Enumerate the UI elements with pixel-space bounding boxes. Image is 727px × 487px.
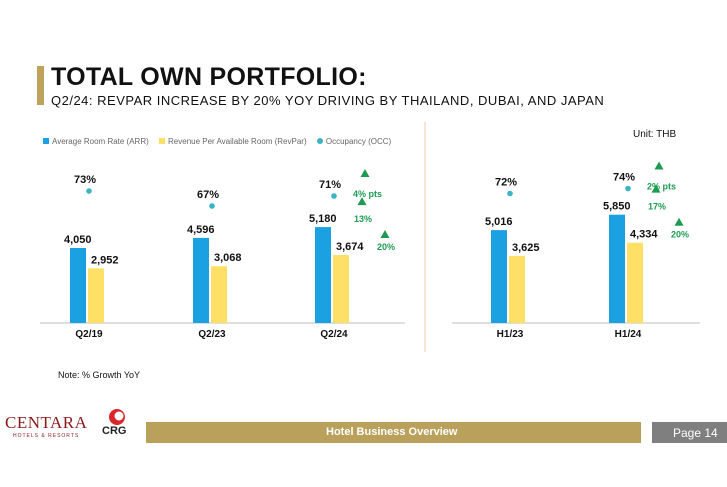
growth-label-revpar: 20% xyxy=(377,242,395,252)
page-number-box xyxy=(652,422,727,443)
legend-item-occ: Occupancy (OCC) xyxy=(316,137,392,146)
centara-logo-text: CENTARA xyxy=(5,413,88,432)
data-label-revpar: 4,334 xyxy=(630,229,658,241)
category-label: Q2/19 xyxy=(75,329,103,340)
legend-item-arr: Average Room Rate (ARR) xyxy=(43,137,149,146)
legend-item-revpar: Revenue Per Available Room (RevPar) xyxy=(159,137,307,146)
footer-section-title: Hotel Business Overview xyxy=(326,426,458,438)
category-label: Q2/23 xyxy=(198,329,226,340)
data-label-revpar: 3,068 xyxy=(214,252,242,264)
growth-arrow-revpar xyxy=(674,217,684,226)
legend-swatch-arr xyxy=(43,138,49,144)
bar-revpar xyxy=(88,268,104,323)
data-label-occ: 74% xyxy=(613,172,635,184)
bar-arr xyxy=(193,237,209,323)
data-label-revpar: 3,674 xyxy=(336,241,364,253)
legend-label-revpar: Revenue Per Available Room (RevPar) xyxy=(168,137,307,146)
growth-label-arr: 13% xyxy=(354,214,372,224)
data-label-occ: 72% xyxy=(495,177,517,189)
bar-revpar xyxy=(211,266,227,323)
portfolio-chart: 4,050 2,952 73% Q2/19 4,596 3,068 67% Q2/23 5,18… xyxy=(40,122,700,352)
data-label-occ: 71% xyxy=(319,179,341,191)
bar-arr xyxy=(491,230,507,323)
category-label: H1/24 xyxy=(615,329,642,340)
occ-point xyxy=(209,203,215,209)
category-label: H1/23 xyxy=(497,329,524,340)
growth-label-occ: 4% pts xyxy=(353,189,382,199)
footnote: Note: % Growth YoY xyxy=(58,370,141,380)
unit-label: Unit: THB xyxy=(633,129,677,140)
footer-bar xyxy=(146,422,641,443)
bar-arr xyxy=(70,248,86,323)
legend-label-arr: Average Room Rate (ARR) xyxy=(52,137,149,146)
data-label-arr: 4,596 xyxy=(187,224,215,236)
growth-arrow-arr xyxy=(357,197,367,206)
data-label-arr: 5,016 xyxy=(485,216,513,228)
growth-arrow-arr xyxy=(651,184,661,193)
data-label-revpar: 3,625 xyxy=(512,242,540,254)
growth-label-occ: 2% pts xyxy=(647,182,676,192)
data-label-occ: 67% xyxy=(197,189,219,201)
data-label-arr: 5,180 xyxy=(309,213,337,225)
growth-arrow-occ xyxy=(360,169,370,177)
growth-label-revpar: 20% xyxy=(671,230,689,240)
bar-arr xyxy=(315,227,331,323)
title-accent-bar xyxy=(37,66,44,105)
growth-arrow-occ xyxy=(654,161,664,170)
legend-swatch-revpar xyxy=(159,138,166,144)
page-number: Page 14 xyxy=(673,426,718,440)
bar-revpar xyxy=(333,254,349,323)
data-label-arr: 4,050 xyxy=(64,234,92,246)
growth-label-arr: 17% xyxy=(648,202,666,212)
data-label-occ: 73% xyxy=(74,174,96,186)
bar-revpar xyxy=(509,255,525,323)
bar-revpar xyxy=(627,242,643,323)
occ-point xyxy=(625,185,631,192)
legend-label-occ: Occupancy (OCC) xyxy=(325,137,392,146)
occ-point xyxy=(507,190,513,197)
legend-swatch-occ xyxy=(316,138,323,144)
crg-logo: CRG xyxy=(102,407,132,443)
bar-arr xyxy=(609,214,625,323)
page-title: TOTAL OWN PORTFOLIO: xyxy=(51,63,367,91)
crg-logo-text: CRG xyxy=(102,425,127,437)
page-subtitle: Q2/24: REVPAR INCREASE BY 20% YOY DRIVIN… xyxy=(51,93,605,108)
crg-logo-icon xyxy=(109,409,125,425)
data-label-revpar: 2,952 xyxy=(91,254,119,266)
centara-logo: CENTARA HOTELS & RESORTS xyxy=(5,413,87,439)
category-label: Q2/24 xyxy=(320,329,348,340)
centara-logo-subtext: HOTELS & RESORTS xyxy=(13,433,80,439)
occ-point xyxy=(86,188,92,194)
growth-arrow-revpar xyxy=(380,229,390,238)
data-label-arr: 5,850 xyxy=(603,201,631,213)
occ-point xyxy=(331,193,337,199)
chart-legend: Average Room Rate (ARR) Revenue Per Avai… xyxy=(43,137,399,146)
